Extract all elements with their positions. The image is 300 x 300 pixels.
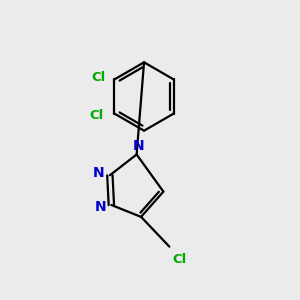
Text: N: N: [94, 200, 106, 214]
Text: N: N: [93, 166, 104, 180]
Text: Cl: Cl: [89, 109, 104, 122]
Text: Cl: Cl: [91, 71, 105, 84]
Text: Cl: Cl: [172, 254, 187, 266]
Text: N: N: [132, 139, 144, 152]
